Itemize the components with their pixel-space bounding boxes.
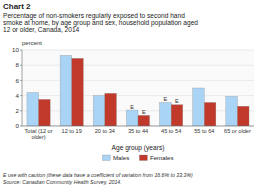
- annotation: E: [130, 104, 134, 110]
- legend-label: Males: [113, 154, 130, 161]
- chart: Chart 2Percentage of non-smokers regular…: [0, 0, 259, 195]
- annotation: E: [175, 98, 179, 104]
- grid-line: [22, 65, 254, 66]
- x-tick-label: 65 or older: [224, 128, 251, 134]
- text-line: 35 to 44: [128, 128, 148, 134]
- y-tick-label: 10: [12, 46, 19, 53]
- y-tick-label: 2: [16, 107, 20, 114]
- y-axis-label: percent: [22, 40, 42, 46]
- title: Chart 2: [3, 2, 31, 11]
- annotation: E: [142, 109, 146, 115]
- y-tick-label: 6: [16, 77, 20, 84]
- legend-swatch: [139, 155, 147, 161]
- x-axis-line: [22, 126, 254, 127]
- legend-swatch: [102, 155, 110, 161]
- bar: [204, 102, 216, 126]
- x-tick-label: 45 to 54: [161, 128, 181, 134]
- text-line: 12 to 19: [62, 128, 82, 134]
- text-line: Chart 2: [3, 2, 31, 11]
- text-line: Source: Canadian Community Health Survey…: [3, 179, 122, 185]
- bar: [171, 105, 183, 126]
- plot-background: [22, 50, 254, 126]
- y-tick-label: 4: [16, 92, 20, 99]
- bar: [39, 99, 51, 126]
- x-tick-label: Total (12 orolder): [25, 128, 53, 140]
- x-tick-label: 20 to 34: [95, 128, 115, 134]
- footnote: E use with caution (these data have a co…: [3, 172, 193, 185]
- text-line: Age group (years): [112, 144, 165, 152]
- y-tick-label: 0: [16, 122, 20, 129]
- bar: [237, 106, 249, 126]
- bars: [27, 55, 249, 126]
- subtitle: Percentage of non-smokers regularly expo…: [3, 12, 198, 33]
- grid-line: [22, 95, 254, 96]
- grid-line: [22, 80, 254, 81]
- annotation: E: [163, 96, 167, 102]
- bar: [138, 115, 150, 126]
- bar: [160, 102, 172, 126]
- text-line: percent: [22, 40, 42, 46]
- bar: [60, 55, 72, 126]
- x-axis-label: Age group (years): [112, 144, 165, 152]
- y-tick-label: 8: [16, 61, 20, 68]
- bar: [226, 96, 238, 126]
- bar: [72, 58, 84, 126]
- bar: [27, 93, 39, 126]
- legend: Males Females: [102, 154, 173, 161]
- x-tick-label: 55 to 64: [194, 128, 214, 134]
- bar: [105, 93, 117, 126]
- x-tick-label: 35 to 44: [128, 128, 148, 134]
- bar: [193, 88, 205, 126]
- text-line: older): [31, 134, 45, 140]
- text-line: 65 or older: [224, 128, 251, 134]
- text-line: 12 or older, Canada, 2014: [3, 26, 80, 33]
- grid-line: [22, 50, 254, 51]
- legend-label: Females: [150, 154, 174, 161]
- bar: [93, 96, 105, 126]
- text-line: E use with caution (these data have a co…: [3, 172, 193, 178]
- text-line: 45 to 54: [161, 128, 181, 134]
- text-line: 20 to 34: [95, 128, 115, 134]
- bar: [126, 110, 138, 126]
- y-grid: [20, 50, 254, 126]
- y-axis-line: [22, 50, 23, 126]
- x-tick-label: 12 to 19: [62, 128, 82, 134]
- text-line: 55 to 64: [194, 128, 214, 134]
